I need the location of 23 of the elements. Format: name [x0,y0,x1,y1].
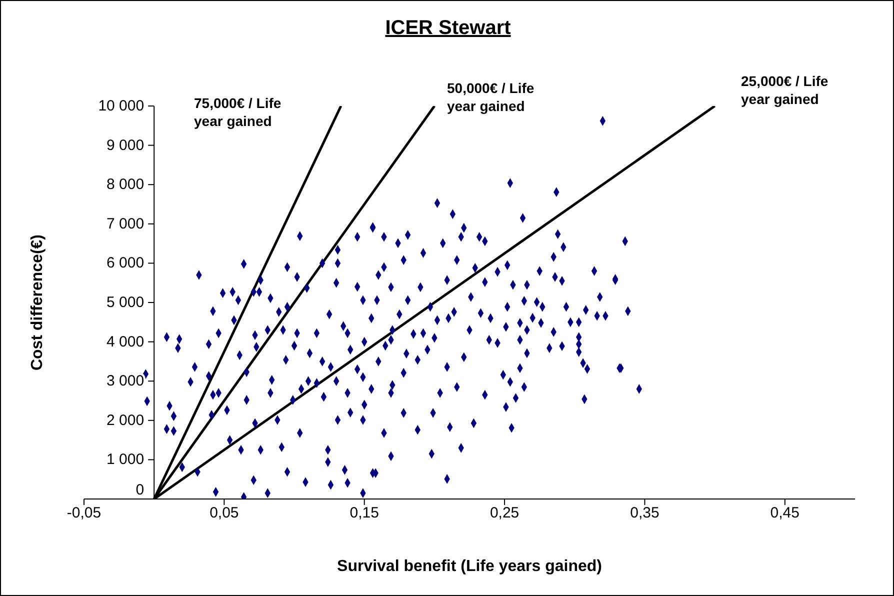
x-tick-label: -0,05 [66,504,102,522]
y-tick-label: 7 000 [106,215,144,232]
y-tick-label: 9 000 [106,136,144,154]
annotation: 75,000€ / Life year gained [194,94,282,130]
y-tick-label: 3 000 [106,372,144,390]
y-axis-title: Cost difference(€) [29,234,46,371]
y-tick-label: 1 000 [106,451,144,468]
annotation: 50,000€ / Life year gained [447,79,534,115]
x-tick-label: 0,35 [630,504,660,522]
annotation: 25,000€ / Life year gained [741,72,828,108]
chart-title: ICER Stewart [384,17,512,40]
y-tick-label: 10 000 [98,98,144,114]
y-tick-label: 2 000 [106,412,144,429]
y-tick-label: 8 000 [106,176,144,194]
x-tick-label: 0,25 [490,504,520,522]
x-axis-title: Survival benefit (Life years gained) [337,558,602,575]
y-tick-label: 0 [136,482,144,498]
y-tick-label: 6 000 [106,254,144,272]
x-tick-label: 0,45 [770,504,800,522]
y-tick-label: 4 000 [106,333,144,350]
x-tick-label: 0,05 [210,504,239,522]
x-tick-label: 0,15 [350,504,379,522]
y-tick-label: 5 000 [106,294,144,311]
